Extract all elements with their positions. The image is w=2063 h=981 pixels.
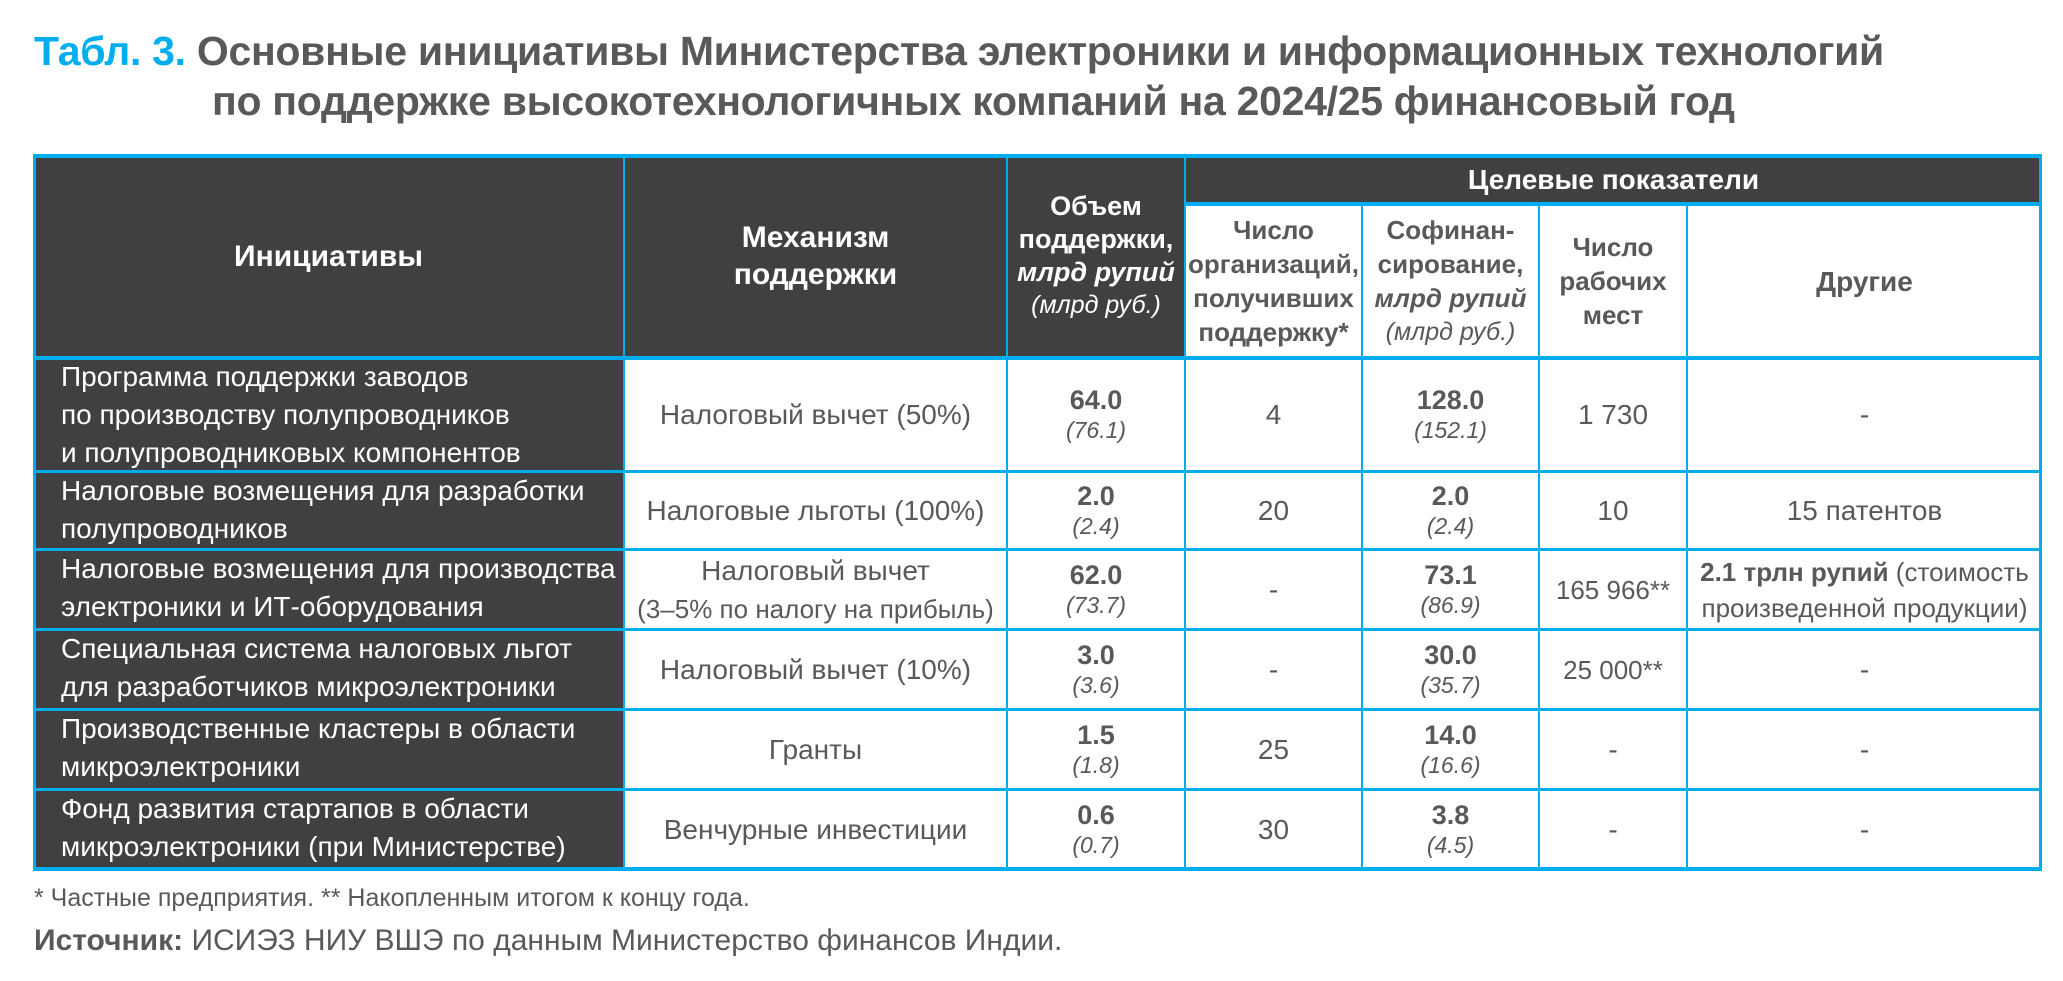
header-jobs: Число рабочих мест (1539, 204, 1687, 358)
row-jobs: 10 (1539, 472, 1687, 550)
table-title: Табл. 3. Основные инициативы Министерств… (34, 26, 2044, 126)
row-other: - (1687, 358, 2042, 472)
row-cofinancing: 3.8 (4.5) (1362, 790, 1539, 870)
targets-divider (1185, 202, 2042, 206)
row-orgs: 4 (1185, 358, 1362, 472)
row-cofinancing: 2.0 (2.4) (1362, 472, 1539, 550)
row-cofinancing: 30.0 (35.7) (1362, 630, 1539, 710)
row-other: 2.1 трлн рупий (стоимость произведенной … (1687, 550, 2042, 630)
source-text: ИСИЭЗ НИУ ВШЭ по данным Министерство фин… (183, 924, 1063, 957)
row-orgs: 25 (1185, 710, 1362, 790)
initiatives-table: Инициативы Механизм поддержки Объем подд… (33, 154, 2042, 871)
row-other: - (1687, 710, 2042, 790)
row-divider (33, 548, 2042, 551)
header-mechanism: Механизм поддержки (624, 154, 1007, 358)
row-volume: 1.5 (1.8) (1007, 710, 1185, 790)
table-border-right (2039, 154, 2042, 871)
header-orgs-count: Число организаций, получивших поддержку* (1185, 204, 1362, 358)
row-divider (33, 628, 2042, 631)
col-divider (623, 154, 625, 871)
col-divider (1361, 204, 1363, 871)
row-mechanism: Налоговый вычет (10%) (624, 630, 1007, 710)
row-initiative: Фонд развития стартапов в области микроэ… (33, 790, 624, 870)
header-initiatives: Инициативы (33, 154, 624, 358)
row-jobs: 1 730 (1539, 358, 1687, 472)
col-divider (1538, 204, 1540, 871)
table-border-bottom (33, 867, 2042, 871)
other-value-bold: 2.1 трлн рупий (1700, 557, 1889, 587)
row-orgs: 20 (1185, 472, 1362, 550)
row-initiative: Налоговые возмещения для производства эл… (33, 550, 624, 630)
table-border-left (33, 154, 36, 871)
table-border-top (33, 154, 2042, 158)
footnote: * Частные предприятия. ** Накопленным ит… (34, 884, 750, 912)
row-other: 15 патентов (1687, 472, 2042, 550)
title-line-2: по поддержке высокотехнологичных компани… (212, 78, 1735, 124)
row-divider (33, 788, 2042, 791)
header-targets: Целевые показатели (1185, 154, 2042, 204)
row-volume: 0.6 (0.7) (1007, 790, 1185, 870)
row-volume: 2.0 (2.4) (1007, 472, 1185, 550)
row-mechanism: Венчурные инвестиции (624, 790, 1007, 870)
row-volume: 64.0 (76.1) (1007, 358, 1185, 472)
row-divider (33, 708, 2042, 711)
source-note: Источник: ИСИЭЗ НИУ ВШЭ по данным Минист… (34, 924, 1062, 958)
table-number-label: Табл. 3. (34, 28, 186, 74)
row-jobs: - (1539, 710, 1687, 790)
row-jobs: - (1539, 790, 1687, 870)
row-mechanism: Гранты (624, 710, 1007, 790)
row-orgs: 30 (1185, 790, 1362, 870)
row-mechanism: Налоговый вычет (3–5% по налогу на прибы… (624, 550, 1007, 630)
row-volume: 62.0 (73.7) (1007, 550, 1185, 630)
row-other: - (1687, 790, 2042, 870)
header-volume: Объем поддержки, млрд рупий (млрд руб.) (1007, 154, 1185, 358)
row-initiative: Специальная система налоговых льгот для … (33, 630, 624, 710)
row-cofinancing: 128.0 (152.1) (1362, 358, 1539, 472)
header-other: Другие (1687, 204, 2042, 358)
row-jobs: 165 966** (1539, 550, 1687, 630)
row-cofinancing: 14.0 (16.6) (1362, 710, 1539, 790)
row-initiative: Программа поддержки заводов по производс… (33, 358, 624, 472)
header-divider (33, 356, 2042, 360)
row-mechanism: Налоговый вычет (50%) (624, 358, 1007, 472)
col-divider (1006, 154, 1008, 871)
row-divider (33, 470, 2042, 473)
row-volume: 3.0 (3.6) (1007, 630, 1185, 710)
row-mechanism: Налоговые льготы (100%) (624, 472, 1007, 550)
header-cofinancing: Софинан- сирование, млрд рупий (млрд руб… (1362, 204, 1539, 358)
row-orgs: - (1185, 630, 1362, 710)
title-line-1: Табл. 3. Основные инициативы Министерств… (34, 28, 1884, 74)
row-initiative: Налоговые возмещения для разработки полу… (33, 472, 624, 550)
row-orgs: - (1185, 550, 1362, 630)
row-jobs: 25 000** (1539, 630, 1687, 710)
col-divider (1184, 154, 1186, 871)
source-label: Источник: (34, 924, 184, 957)
col-divider (1686, 204, 1688, 871)
row-initiative: Производственные кластеры в области микр… (33, 710, 624, 790)
row-other: - (1687, 630, 2042, 710)
row-cofinancing: 73.1 (86.9) (1362, 550, 1539, 630)
